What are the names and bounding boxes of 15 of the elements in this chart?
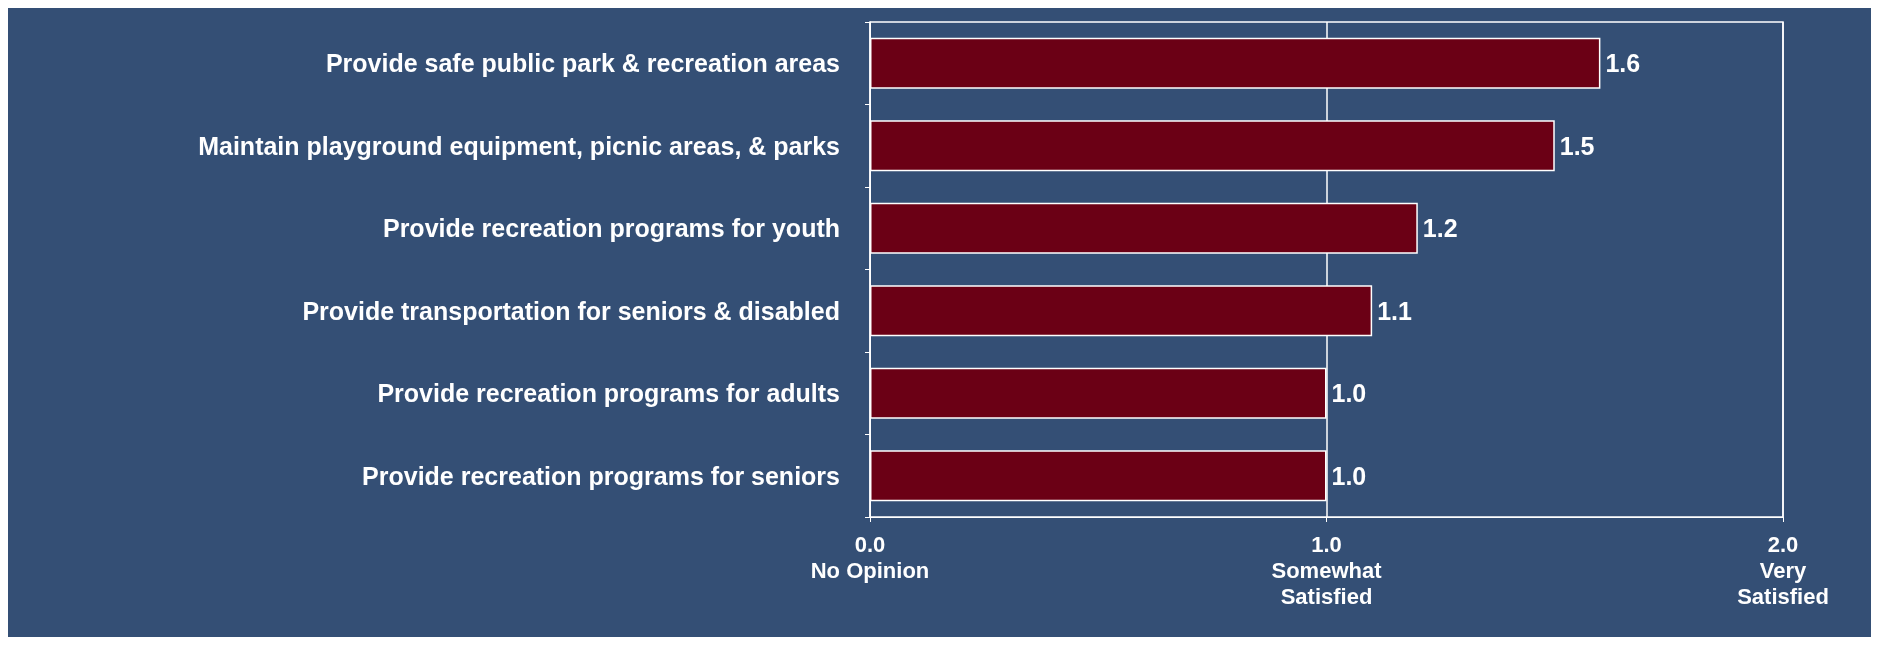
y-tick-label: Maintain playground equipment, picnic areas, & parks <box>198 131 840 160</box>
y-tick-label: Provide recreation programs for youth <box>382 214 840 243</box>
data-label: 1.1 <box>1377 296 1412 325</box>
y-tick-label: Provide safe public park & recreation areas <box>325 49 840 78</box>
data-label: 1.6 <box>1605 49 1641 78</box>
x-tick-label: 1.0 Somewhat Satisfied <box>1271 531 1383 609</box>
x-tick-label: 0.0 No Opinion <box>810 531 930 583</box>
x-tick-label: 2.0 Very Satisfied <box>1737 531 1829 609</box>
data-label: 1.5 <box>1559 131 1595 160</box>
data-label: 1.0 <box>1331 379 1367 408</box>
y-tick-label: Provide transportation for seniors & disabled <box>302 296 840 325</box>
data-label: 1.2 <box>1422 214 1458 243</box>
y-tick-label: Provide recreation programs for seniors <box>362 461 840 490</box>
y-tick-label: Provide recreation programs for adults <box>377 379 840 408</box>
data-label: 1.0 <box>1331 461 1367 490</box>
